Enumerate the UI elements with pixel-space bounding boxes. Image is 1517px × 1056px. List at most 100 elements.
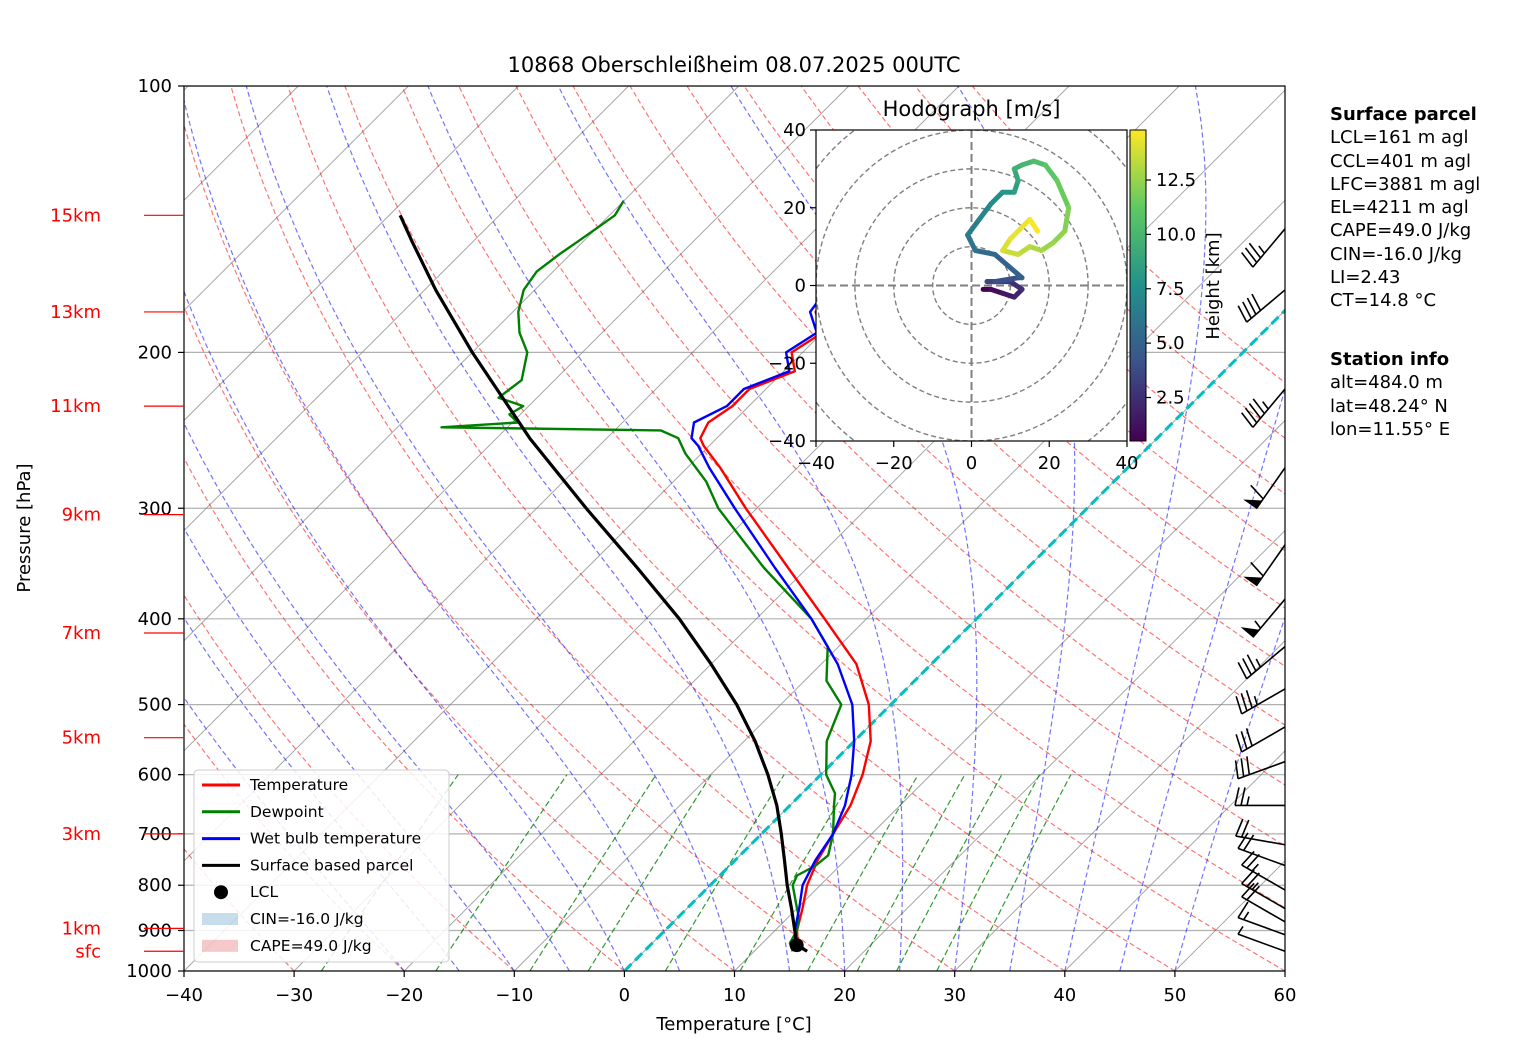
height-label: 7km <box>62 623 101 644</box>
dry-adiabat <box>344 86 1176 971</box>
wind-barb <box>1237 646 1286 680</box>
moist-adiabat <box>557 86 904 971</box>
height-label: 13km <box>50 302 101 323</box>
surface-parcel-heading: Surface parcel <box>1330 104 1477 125</box>
hodo-segment <box>992 275 1021 285</box>
legend-cape: CAPE=49.0 J/kg <box>250 937 372 955</box>
mixing-ratio-line <box>856 774 966 971</box>
hodo-x-tick-label: −20 <box>875 453 913 474</box>
wind-barb <box>1235 726 1286 753</box>
x-tick-label: 0 <box>619 985 630 1006</box>
dry-adiabat <box>184 305 735 971</box>
y-tick-label: 400 <box>138 609 172 630</box>
hodo-colorbar <box>1129 129 1147 442</box>
isotherm <box>734 419 1285 971</box>
info-cin: CIN=-16.0 J/kg <box>1330 243 1462 265</box>
parcel-line <box>398 214 808 953</box>
hodo-segment <box>1007 224 1025 242</box>
info-cape: CAPE=49.0 J/kg <box>1330 220 1472 242</box>
wind-barb <box>1235 818 1286 846</box>
colorbar-tick-label: 10.0 <box>1156 224 1196 245</box>
info-lfc: LFC=3881 m agl <box>1330 173 1481 195</box>
y-tick-label: 100 <box>138 76 172 97</box>
info-el: EL=4211 m agl <box>1330 197 1469 219</box>
hodo-segment <box>1062 205 1072 234</box>
mixing-ratio-line <box>435 774 568 971</box>
info-li: LI=2.43 <box>1330 267 1401 289</box>
mixing-ratio-line <box>807 774 919 971</box>
wind-barb <box>1237 832 1286 867</box>
wind-barb <box>1241 228 1286 268</box>
y-tick-label: 600 <box>138 765 172 786</box>
hodo-segment <box>988 189 1006 207</box>
dry-adiabat <box>515 86 1285 847</box>
mixing-ratio-line <box>739 774 856 971</box>
hodo-segment <box>976 201 994 222</box>
dry-adiabat <box>184 122 845 971</box>
chart-title: 10868 Oberschleißheim 08.07.2025 00UTC <box>508 53 961 77</box>
dewpoint-line <box>440 200 843 952</box>
hodo-segment <box>1027 216 1041 234</box>
wind-barb <box>1237 901 1286 936</box>
height-label: sfc <box>75 941 101 962</box>
wind-barb <box>1243 467 1286 510</box>
y-tick-label: 900 <box>138 921 172 942</box>
mixing-ratio-line <box>664 774 785 971</box>
dry-adiabat <box>184 456 625 971</box>
wind-barb <box>1243 544 1286 587</box>
wind-barb <box>1240 598 1286 638</box>
height-label: 15km <box>50 205 101 226</box>
height-label: 9km <box>62 505 101 526</box>
moist-adiabat <box>326 86 791 971</box>
dry-adiabat <box>287 86 1066 971</box>
legend-wetbulb: Wet bulb temperature <box>250 830 421 848</box>
colorbar-tick-label: 2.5 <box>1156 388 1185 409</box>
hodo-y-tick-label: 20 <box>783 198 806 219</box>
info-ct: CT=14.8 °C <box>1330 290 1437 312</box>
surface-parcel-info: Surface parcel LCL=161 m agl CCL=401 m a… <box>1330 103 1480 313</box>
x-axis-label: Temperature [°C] <box>655 1014 811 1035</box>
dry-adiabat <box>184 594 515 971</box>
isotherm <box>513 199 1285 971</box>
isotherm <box>184 86 629 532</box>
hodo-x-tick-label: 0 <box>966 453 977 474</box>
wind-barb <box>1235 688 1286 715</box>
wind-barb <box>1241 869 1286 910</box>
x-tick-label: 60 <box>1274 985 1297 1006</box>
hodo-segment <box>1054 178 1072 211</box>
x-tick-label: −40 <box>165 985 203 1006</box>
wind-barb <box>1241 882 1286 923</box>
hodo-segment <box>992 251 1025 281</box>
moist-adiabat <box>1119 386 1285 971</box>
legend-cin: CIN=-16.0 J/kg <box>250 910 364 928</box>
isotherm <box>1064 750 1285 971</box>
legend-lcl: LCL <box>250 883 278 901</box>
isotherm <box>954 639 1285 971</box>
isotherm <box>844 529 1285 971</box>
hodo-x-tick-label: 20 <box>1038 453 1061 474</box>
x-tick-label: 50 <box>1163 985 1186 1006</box>
wind-barb <box>1234 787 1285 807</box>
hodo-title: Hodograph [m/s] <box>883 97 1061 121</box>
station-info: Station info alt=484.0 m lat=48.24° N lo… <box>1330 348 1450 441</box>
x-tick-label: −10 <box>495 985 533 1006</box>
y-tick-label: 1000 <box>126 961 172 982</box>
isotherm <box>624 309 1285 971</box>
mixing-ratio-line <box>587 774 712 971</box>
isotherm <box>184 86 850 752</box>
y-tick-label: 800 <box>138 875 172 896</box>
hodo-segment <box>965 232 978 254</box>
moist-adiabat <box>427 86 846 971</box>
isotherm <box>184 86 519 422</box>
y-tick-label: 200 <box>138 342 172 363</box>
height-label: 11km <box>50 396 101 417</box>
hodo-segment <box>1050 228 1068 246</box>
hodo-segment <box>1042 162 1060 184</box>
hodo-y-tick-label: 0 <box>795 276 806 297</box>
moist-adiabat <box>1064 86 1207 971</box>
hodo-segment <box>1000 248 1021 257</box>
wind-barb <box>1241 388 1286 428</box>
hodograph: Hodograph [m/s] −40−40 −20 −20 0 0 20 20 40 40 2.5… <box>768 97 1224 474</box>
wind-barb <box>1237 289 1286 323</box>
